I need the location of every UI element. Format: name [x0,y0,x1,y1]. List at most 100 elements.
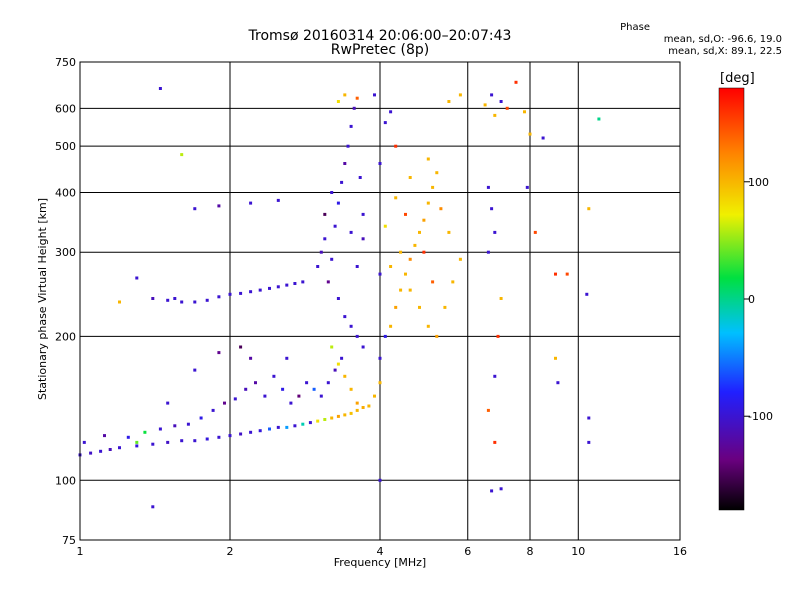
data-point [426,324,430,328]
data-point [199,416,203,420]
data-point [378,381,382,385]
data-point [268,286,271,290]
data-point [330,416,334,420]
y-tick-label: 75 [62,534,76,547]
data-point [413,243,417,247]
data-point [330,257,334,261]
data-point [186,422,190,426]
colorbar-tick-label: -100 [748,410,773,423]
data-point [326,381,330,385]
data-point [254,381,257,385]
data-point [205,298,209,302]
data-point [316,419,320,423]
data-point [361,345,365,349]
data-point [166,298,170,302]
data-point [349,124,353,128]
data-point [431,185,435,189]
y-tick-label: 300 [55,246,76,259]
data-point [281,387,285,391]
data-point [346,144,350,148]
data-point [483,103,487,107]
data-point [330,345,334,349]
data-point [422,218,426,222]
data-point [496,334,500,338]
data-point [289,401,293,405]
data-point [493,230,497,234]
data-point [523,110,526,114]
data-point [435,334,439,338]
data-point [355,334,359,338]
data-point [493,113,497,117]
data-point [316,265,320,268]
data-point [173,297,177,300]
x-tick-label: 16 [673,545,687,558]
data-point [305,381,309,385]
y-tick-label: 600 [55,102,76,115]
data-point [143,430,147,434]
y-tick-label: 400 [55,186,76,199]
y-tick-label: 500 [55,140,76,153]
data-point [565,272,569,276]
data-point [422,250,426,254]
data-point [312,387,316,391]
data-point [499,487,503,491]
data-point [355,96,359,100]
data-point [272,374,276,378]
data-point [228,434,232,438]
data-point [587,416,591,420]
data-point [249,201,253,205]
grid-lines [79,61,681,541]
data-point [151,505,155,509]
data-point [330,191,334,194]
data-point [383,224,387,228]
data-point [493,440,497,444]
data-point [394,196,398,200]
data-point [408,257,412,261]
x-tick-label: 4 [377,545,384,558]
data-point [378,272,382,276]
y-tick-label: 100 [55,474,76,487]
data-point [239,432,243,436]
data-point [355,401,359,405]
data-point [193,300,197,304]
data-point [268,427,271,431]
data-point [458,93,462,97]
data-point [319,250,323,254]
data-point [525,185,529,189]
data-point [486,250,490,254]
data-point [399,288,403,292]
data-point [301,422,305,426]
data-point [343,413,347,417]
data-point [158,87,162,90]
colorbar-label: [deg] [720,71,755,86]
data-point [263,394,267,398]
x-tick-labels: 1 2 4 6 8 10 16 [77,545,688,558]
data-point [556,381,560,385]
data-point [135,440,139,444]
data-point [103,434,106,438]
data-point [383,334,387,338]
chart-title-line1: Tromsø 20160314 20:06:00–20:07:43 [248,28,512,44]
data-point [285,356,289,360]
data-point [228,292,232,296]
data-point [319,394,323,398]
data-point [180,439,184,443]
data-point [323,418,327,421]
phase-stats-o: mean, sd,O: -96.6, 19.0 [663,34,782,45]
data-point [404,212,407,216]
data-point [439,207,443,211]
x-tick-label: 2 [227,545,234,558]
data-point [193,368,197,372]
data-point [333,368,337,372]
data-point [426,201,430,205]
data-point [193,207,197,211]
data-point [447,100,451,103]
colorbar [718,87,745,511]
data-point [443,305,447,309]
data-point [343,93,347,97]
data-point [336,201,340,205]
data-point [336,100,340,103]
data-point [378,478,382,482]
data-point [389,324,393,328]
data-point [258,429,262,433]
